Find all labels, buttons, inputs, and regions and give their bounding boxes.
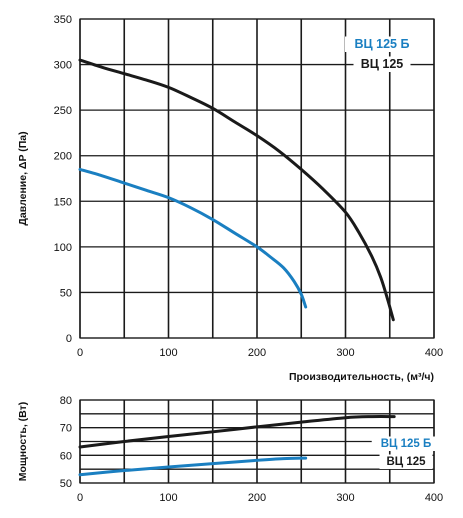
- y-axis-label: Мощность, (Вт): [17, 402, 29, 482]
- legend-bg: [345, 36, 419, 52]
- legend: ВЦ 125 Б ВЦ 125: [345, 36, 419, 72]
- x-tick-label: 0: [77, 492, 83, 504]
- y-tick-label: 350: [54, 14, 72, 26]
- x-tick-label: 300: [336, 347, 354, 359]
- y-axis-label: Давление, ΔP (Па): [17, 131, 29, 225]
- power-chart: 50 60 70 80 0 100 200 300 400 Мощность, (Вт) ВЦ 12…: [17, 395, 443, 504]
- legend-label: ВЦ 125 Б: [355, 37, 410, 51]
- legend-label: ВЦ 125: [361, 57, 404, 71]
- x-tick-label: 200: [248, 347, 266, 359]
- x-tick-label: 0: [77, 347, 83, 359]
- legend-bg: [353, 56, 411, 72]
- legend-label: ВЦ 125: [386, 456, 426, 468]
- legend-bg: [371, 436, 441, 451]
- legend: ВЦ 125 Б ВЦ 125: [371, 436, 441, 469]
- y-tick-label: 0: [66, 333, 72, 345]
- x-tick-label: 400: [425, 492, 443, 504]
- x-tick-label: 100: [159, 492, 177, 504]
- y-tick-label: 150: [54, 196, 72, 208]
- x-tick-label: 300: [336, 492, 354, 504]
- x-tick-label: 400: [425, 347, 443, 359]
- x-tick-label: 200: [248, 492, 266, 504]
- y-tick-label: 200: [54, 151, 72, 163]
- legend-bg: [379, 454, 433, 469]
- y-tick-label: 70: [60, 423, 72, 435]
- legend-label: ВЦ 125 Б: [381, 438, 432, 450]
- pressure-chart: 0 50 100 150 200 250 300 350 0 100 200 300 400 Давлен…: [17, 14, 443, 383]
- y-tick-label: 50: [60, 287, 72, 299]
- y-tick-label: 100: [54, 242, 72, 254]
- series-line-vc125b: [78, 456, 308, 477]
- x-axis-label: Производительность, (м³/ч): [289, 371, 434, 383]
- series-line-vc125: [78, 415, 396, 449]
- series-line-vc125b: [78, 167, 308, 309]
- y-tick-label: 80: [60, 395, 72, 407]
- series-line-vc125: [78, 58, 395, 322]
- y-tick-label: 60: [60, 450, 72, 462]
- y-tick-label: 50: [60, 478, 72, 490]
- y-tick-label: 250: [54, 105, 72, 117]
- y-tick-label: 300: [54, 60, 72, 72]
- plot-frame: [79, 18, 435, 339]
- x-tick-label: 100: [159, 347, 177, 359]
